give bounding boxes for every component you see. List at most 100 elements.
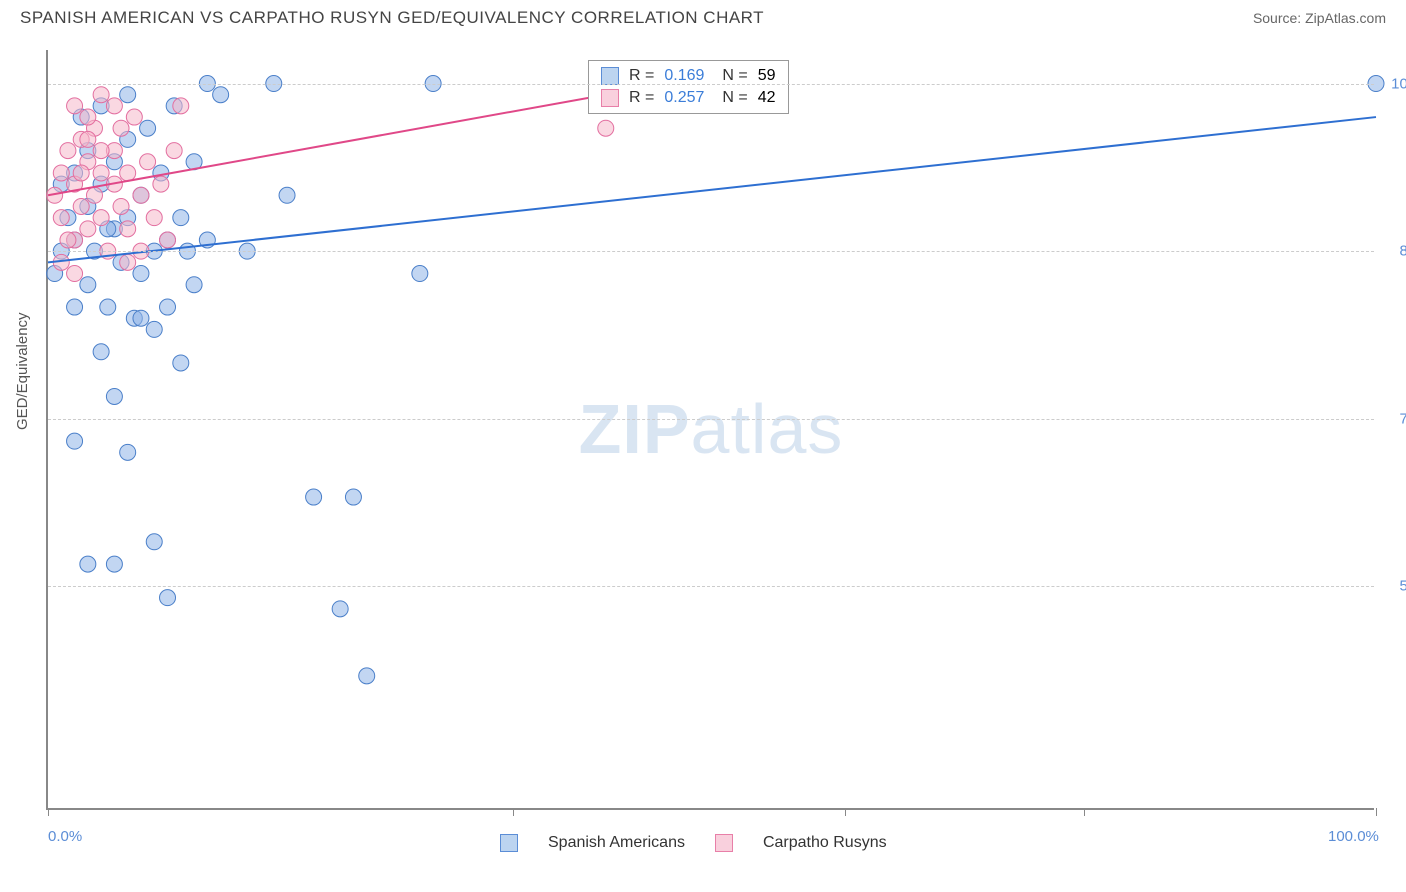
- watermark-light: atlas: [691, 390, 844, 468]
- data-point: [126, 109, 142, 125]
- data-point: [598, 120, 614, 136]
- data-point: [146, 321, 162, 337]
- data-point: [345, 489, 361, 505]
- data-point: [93, 143, 109, 159]
- data-point: [67, 176, 83, 192]
- scatter-points: [48, 50, 1376, 810]
- legend-swatch-2: [601, 89, 619, 107]
- data-point: [80, 277, 96, 293]
- gridline-h: [48, 251, 1374, 252]
- data-point: [53, 165, 69, 181]
- r-value-2: 0.257: [664, 89, 704, 107]
- data-point: [113, 120, 129, 136]
- legend-bottom-label-1: Spanish Americans: [548, 834, 685, 852]
- data-point: [140, 120, 156, 136]
- data-point: [153, 165, 169, 181]
- data-point: [279, 187, 295, 203]
- n-value-2: 42: [758, 89, 776, 107]
- data-point: [80, 198, 96, 214]
- data-point: [53, 176, 69, 192]
- data-point: [133, 266, 149, 282]
- data-point: [160, 232, 176, 248]
- data-point: [160, 232, 176, 248]
- x-tick: [1376, 808, 1377, 816]
- data-point: [106, 556, 122, 572]
- y-tick-label: 85.0%: [1382, 243, 1406, 260]
- plot-area: ZIPatlas R = 0.169 N = 59 R = 0.257 N = …: [46, 50, 1374, 810]
- data-point: [60, 143, 76, 159]
- data-point: [106, 98, 122, 114]
- data-point: [133, 187, 149, 203]
- data-point: [106, 143, 122, 159]
- gridline-h: [48, 586, 1374, 587]
- data-point: [106, 388, 122, 404]
- data-point: [153, 176, 169, 192]
- data-point: [140, 154, 156, 170]
- data-point: [73, 109, 89, 125]
- data-point: [133, 310, 149, 326]
- data-point: [133, 187, 149, 203]
- n-value-1: 59: [758, 67, 776, 85]
- data-point: [359, 668, 375, 684]
- legend-correlation: R = 0.169 N = 59 R = 0.257 N = 42: [588, 60, 789, 114]
- y-tick-label: 70.0%: [1382, 410, 1406, 427]
- data-point: [113, 254, 129, 270]
- r-value-1: 0.169: [664, 67, 704, 85]
- data-point: [173, 355, 189, 371]
- trend-line: [48, 117, 1376, 262]
- chart-title: SPANISH AMERICAN VS CARPATHO RUSYN GED/E…: [20, 8, 764, 28]
- x-tick: [845, 808, 846, 816]
- data-point: [199, 232, 215, 248]
- data-point: [120, 87, 136, 103]
- data-point: [160, 590, 176, 606]
- data-point: [93, 98, 109, 114]
- data-point: [120, 221, 136, 237]
- y-axis-label: GED/Equivalency: [14, 312, 31, 430]
- chart-header: SPANISH AMERICAN VS CARPATHO RUSYN GED/E…: [0, 0, 1406, 32]
- data-point: [67, 299, 83, 315]
- data-point: [120, 210, 136, 226]
- chart-source: Source: ZipAtlas.com: [1253, 10, 1386, 26]
- data-point: [93, 210, 109, 226]
- data-point: [80, 143, 96, 159]
- data-point: [160, 299, 176, 315]
- legend-swatch-1: [601, 67, 619, 85]
- data-point: [86, 120, 102, 136]
- data-point: [120, 131, 136, 147]
- data-point: [93, 87, 109, 103]
- x-tick-label: 0.0%: [48, 828, 82, 845]
- data-point: [166, 143, 182, 159]
- data-point: [106, 221, 122, 237]
- data-point: [53, 254, 69, 270]
- data-point: [67, 232, 83, 248]
- data-point: [412, 266, 428, 282]
- data-point: [86, 187, 102, 203]
- data-point: [47, 266, 63, 282]
- data-point: [80, 131, 96, 147]
- watermark-bold: ZIP: [579, 390, 691, 468]
- data-point: [146, 210, 162, 226]
- legend-bottom-swatch-2: [715, 834, 733, 852]
- legend-series: Spanish Americans Carpatho Rusyns: [500, 834, 887, 852]
- data-point: [67, 266, 83, 282]
- legend-row-2: R = 0.257 N = 42: [601, 87, 776, 109]
- watermark: ZIPatlas: [579, 389, 844, 469]
- data-point: [113, 198, 129, 214]
- data-point: [73, 165, 89, 181]
- data-point: [80, 154, 96, 170]
- x-tick: [513, 808, 514, 816]
- data-point: [332, 601, 348, 617]
- gridline-h: [48, 419, 1374, 420]
- data-point: [60, 210, 76, 226]
- data-point: [67, 98, 83, 114]
- data-point: [173, 210, 189, 226]
- trend-line: [48, 95, 606, 196]
- data-point: [67, 232, 83, 248]
- data-point: [106, 154, 122, 170]
- data-point: [186, 277, 202, 293]
- data-point: [93, 344, 109, 360]
- y-tick-label: 55.0%: [1382, 578, 1406, 595]
- data-point: [120, 165, 136, 181]
- data-point: [100, 221, 116, 237]
- trend-lines: [48, 50, 1376, 810]
